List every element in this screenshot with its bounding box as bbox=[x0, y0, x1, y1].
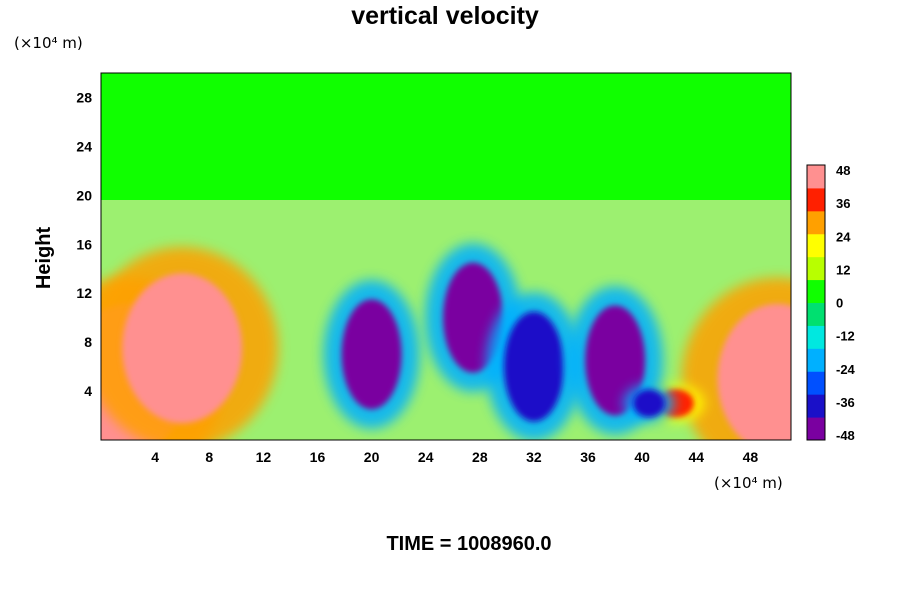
colorbar-band bbox=[807, 165, 825, 189]
y-axis-label: Height bbox=[33, 227, 55, 290]
x-axis-ticks: 4 8 12 16 20 24 28 32 36 40 44 48 bbox=[151, 449, 758, 465]
x-tick-label: 28 bbox=[472, 449, 488, 465]
colorbar-band bbox=[807, 302, 825, 326]
plot-frame bbox=[100, 72, 792, 441]
x-tick-label: 8 bbox=[205, 449, 213, 465]
colorbar-frame bbox=[806, 164, 826, 441]
y-tick-label: 16 bbox=[76, 236, 92, 252]
x-tick-label: 36 bbox=[580, 449, 596, 465]
colorbar-tick-label: -36 bbox=[836, 395, 855, 410]
colorbar-tick-label: -12 bbox=[836, 329, 855, 344]
x-tick-label: 40 bbox=[634, 449, 650, 465]
x-tick-label: 12 bbox=[256, 449, 272, 465]
colorbar-band bbox=[807, 348, 825, 372]
chart-title: vertical velocity bbox=[351, 2, 539, 30]
x-axis-unit: (×10⁴ m) bbox=[714, 474, 783, 492]
y-tick-label: 4 bbox=[84, 383, 92, 399]
colorbar-tick-label: 36 bbox=[836, 196, 850, 211]
downdraft-core bbox=[341, 299, 402, 410]
x-tick-label: 48 bbox=[743, 449, 759, 465]
colorbar-tick-label: -24 bbox=[836, 362, 856, 377]
colorbar-band bbox=[807, 256, 825, 281]
y-tick-label: 8 bbox=[84, 334, 92, 350]
colorbar bbox=[806, 164, 826, 441]
x-tick-label: 24 bbox=[418, 449, 434, 465]
colorbar-tick-label: 0 bbox=[836, 296, 843, 311]
time-label: TIME = 1008960.0 bbox=[386, 533, 551, 555]
colorbar-tick-label: 12 bbox=[836, 262, 850, 277]
colorbar-band bbox=[807, 325, 825, 349]
colorbar-band bbox=[807, 279, 825, 303]
x-tick-label: 32 bbox=[526, 449, 542, 465]
downdraft-core bbox=[632, 389, 665, 418]
downdraft-core bbox=[503, 311, 564, 422]
y-tick-label: 20 bbox=[76, 187, 92, 203]
colorbar-tick-label: -48 bbox=[836, 428, 855, 443]
updraft-core bbox=[122, 273, 243, 424]
y-tick-label: 28 bbox=[76, 89, 92, 105]
downdraft-core bbox=[585, 305, 646, 416]
y-tick-label: 12 bbox=[76, 285, 92, 301]
colorbar-band bbox=[807, 187, 825, 212]
colorbar-band bbox=[807, 417, 825, 441]
colorbar-band bbox=[807, 210, 825, 235]
x-tick-label: 20 bbox=[364, 449, 380, 465]
colorbar-ticks: 48 36 24 12 0 -12 -24 -36 -48 bbox=[836, 163, 856, 443]
colorbar-band bbox=[807, 394, 825, 418]
x-tick-label: 44 bbox=[689, 449, 705, 465]
colorbar-tick-label: 48 bbox=[836, 163, 850, 178]
colorbar-band bbox=[807, 233, 825, 258]
heatmap-field bbox=[101, 73, 791, 440]
y-axis-unit: (×10⁴ m) bbox=[14, 34, 83, 52]
y-tick-label: 24 bbox=[76, 138, 92, 154]
colorbar-tick-label: 24 bbox=[836, 229, 851, 244]
x-tick-label: 16 bbox=[310, 449, 326, 465]
velocity-features bbox=[101, 243, 791, 440]
y-axis-ticks: 4 8 12 16 20 24 28 bbox=[76, 89, 92, 399]
x-tick-label: 4 bbox=[151, 449, 159, 465]
colorbar-band bbox=[807, 371, 825, 395]
updraft-core bbox=[717, 303, 791, 440]
